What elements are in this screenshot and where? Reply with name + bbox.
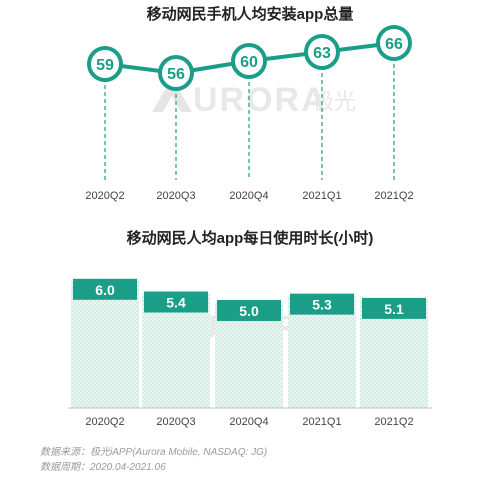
- bar-label-box: [144, 291, 208, 313]
- watermark-brand: URORA: [193, 81, 328, 119]
- data-label: 59: [96, 57, 114, 74]
- x-tick-label: 2020Q3: [156, 190, 195, 202]
- bar-label-box: [217, 300, 281, 321]
- bar-label-box: [73, 278, 137, 300]
- source-note: 数据来源：极光iAPP(Aurora Mobile, NASDAQ: JG): [40, 447, 268, 458]
- bar-data-label: 5.1: [384, 301, 404, 317]
- data-point: [87, 46, 123, 82]
- x-tick-label: 2021Q2: [374, 190, 413, 202]
- x-tick-label: 2020Q4: [229, 190, 268, 202]
- data-point: [158, 55, 194, 91]
- x-tick-label: 2021Q2: [374, 416, 413, 428]
- data-label: 66: [385, 36, 403, 53]
- x-tick-label: 2020Q2: [85, 416, 124, 428]
- x-tick-label: 2020Q2: [85, 190, 124, 202]
- data-point: [376, 25, 412, 61]
- bar-data-label: 5.4: [166, 295, 186, 311]
- line-chart-title: 移动网民手机人均安装app总量: [147, 5, 354, 23]
- bar-label-box: [362, 297, 426, 319]
- x-tick-label: 2020Q4: [229, 416, 268, 428]
- period-note: 数据周期：2020.04-2021.06: [40, 462, 166, 473]
- bar-chart-title: 移动网民人均app每日使用时长(小时): [127, 229, 374, 247]
- line-chart: 59 2020Q2 56 2020Q3 60 2020Q4 63 2021Q1 66 2021Q2: [85, 25, 414, 202]
- data-point: [231, 43, 267, 79]
- data-point: [304, 34, 340, 70]
- x-tick-label: 2020Q3: [156, 416, 195, 428]
- bar-data-label: 5.3: [312, 297, 332, 313]
- data-label: 56: [167, 66, 185, 83]
- data-label: 60: [240, 54, 258, 71]
- bar-chart: 6.0 2020Q2 5.4 2020Q3 5.0 2020Q4 5.3 2021Q1 5.1 2…: [68, 278, 432, 428]
- bar: [142, 293, 210, 408]
- data-label: 63: [313, 45, 331, 62]
- bar-data-label: 5.0: [239, 303, 259, 319]
- x-tick-label: 2021Q1: [302, 190, 341, 202]
- bar-data-label: 6.0: [95, 282, 115, 298]
- watermark-cn: 极光: [312, 89, 356, 114]
- bar: [71, 280, 139, 408]
- bar-label-box: [290, 293, 354, 315]
- x-tick-label: 2021Q1: [302, 416, 341, 428]
